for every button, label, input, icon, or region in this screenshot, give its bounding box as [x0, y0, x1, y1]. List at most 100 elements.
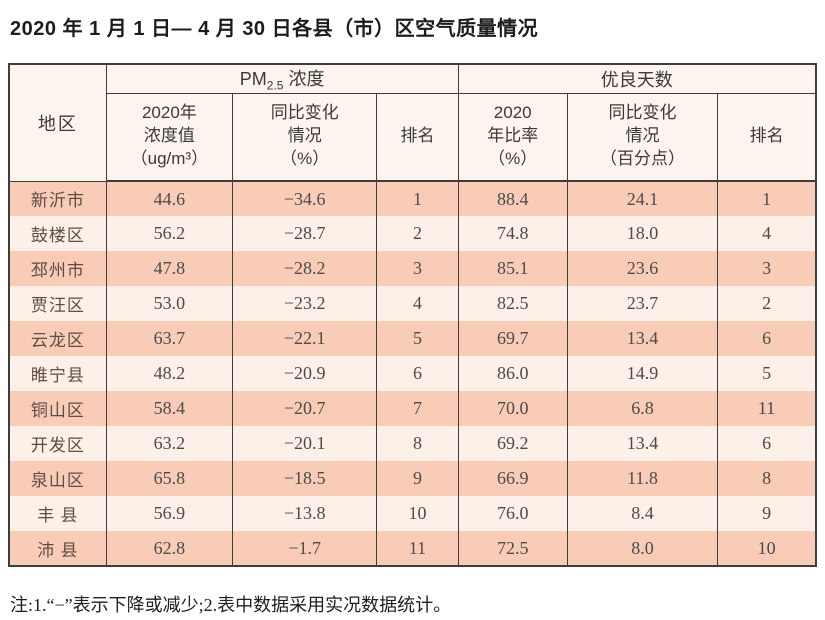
cell-pm-change: −22.1	[232, 321, 378, 357]
header-pm-value: 2020年 浓度值 （ug/m³）	[105, 93, 234, 183]
cell-good-change: 13.4	[566, 426, 719, 462]
cell-pm-change: −20.1	[232, 426, 378, 462]
cell-region: 沛 县	[8, 531, 107, 567]
cell-pm-value: 63.2	[105, 426, 234, 462]
cell-region: 铜山区	[8, 391, 107, 427]
cell-region: 泉山区	[8, 461, 107, 497]
table-row: 泉山区 65.8 −18.5 9 66.9 11.8 8	[8, 461, 817, 497]
cell-good-rank: 4	[717, 216, 817, 252]
cell-region: 睢宁县	[8, 356, 107, 392]
header-group-good-days: 优良天数	[457, 64, 817, 94]
cell-good-rank: 6	[717, 321, 817, 357]
cell-good-rank: 2	[717, 286, 817, 322]
cell-pm-rank: 11	[376, 531, 459, 567]
cell-good-ratio: 69.7	[457, 321, 568, 357]
cell-pm-rank: 10	[376, 496, 459, 532]
cell-pm-rank: 8	[376, 426, 459, 462]
cell-pm-rank: 7	[376, 391, 459, 427]
cell-region: 贾汪区	[8, 286, 107, 322]
cell-pm-rank: 3	[376, 251, 459, 287]
cell-good-change: 23.7	[566, 286, 719, 322]
header-region: 地区	[8, 64, 107, 182]
table-header: 地区 PM2.5 浓度 优良天数 2020年 浓度值 （ug/m³） 同比变化 …	[8, 64, 817, 183]
cell-good-ratio: 82.5	[457, 286, 568, 322]
cell-good-ratio: 76.0	[457, 496, 568, 532]
cell-good-ratio: 85.1	[457, 251, 568, 287]
table-row: 睢宁县 48.2 −20.9 6 86.0 14.9 5	[8, 356, 817, 392]
pm25-subscript: 2.5	[266, 78, 284, 93]
cell-pm-change: −28.7	[232, 216, 378, 252]
table-row: 贾汪区 53.0 −23.2 4 82.5 23.7 2	[8, 286, 817, 322]
cell-good-change: 18.0	[566, 216, 719, 252]
footnote: 注:1.“−”表示下降或减少;2.表中数据采用实况数据统计。	[10, 595, 452, 616]
cell-good-change: 23.6	[566, 251, 719, 287]
cell-pm-value: 44.6	[105, 181, 234, 217]
cell-pm-value: 62.8	[105, 531, 234, 567]
pm25-suffix: 浓度	[283, 69, 325, 89]
cell-pm-change: −20.9	[232, 356, 378, 392]
cell-region: 鼓楼区	[8, 216, 107, 252]
cell-good-rank: 5	[717, 356, 817, 392]
cell-pm-value: 58.4	[105, 391, 234, 427]
cell-good-change: 24.1	[566, 181, 719, 217]
cell-pm-value: 47.8	[105, 251, 234, 287]
header-pm-rank: 排名	[376, 93, 459, 183]
page-title: 2020 年 1 月 1 日— 4 月 30 日各县（市）区空气质量情况	[10, 18, 539, 40]
cell-good-change: 6.8	[566, 391, 719, 427]
cell-pm-rank: 9	[376, 461, 459, 497]
cell-pm-change: −34.6	[232, 181, 378, 217]
header-good-ratio: 2020 年比率 （%）	[457, 93, 568, 183]
cell-region: 开发区	[8, 426, 107, 462]
cell-region: 新沂市	[8, 181, 107, 217]
cell-pm-rank: 2	[376, 216, 459, 252]
cell-pm-value: 48.2	[105, 356, 234, 392]
cell-pm-change: −1.7	[232, 531, 378, 567]
cell-pm-change: −28.2	[232, 251, 378, 287]
cell-pm-value: 65.8	[105, 461, 234, 497]
cell-pm-value: 63.7	[105, 321, 234, 357]
cell-pm-change: −20.7	[232, 391, 378, 427]
cell-region: 丰 县	[8, 496, 107, 532]
cell-pm-change: −18.5	[232, 461, 378, 497]
cell-good-change: 11.8	[566, 461, 719, 497]
cell-good-ratio: 74.8	[457, 216, 568, 252]
header-sub-row: 2020年 浓度值 （ug/m³） 同比变化 情况 （%） 排名 2020 年比…	[9, 93, 817, 183]
table-row: 鼓楼区 56.2 −28.7 2 74.8 18.0 4	[8, 216, 817, 252]
cell-pm-value: 56.2	[105, 216, 234, 252]
cell-good-ratio: 69.2	[457, 426, 568, 462]
cell-good-ratio: 88.4	[457, 181, 568, 217]
header-good-change: 同比变化 情况 （百分点）	[566, 93, 719, 183]
cell-good-change: 8.0	[566, 531, 719, 567]
cell-good-rank: 11	[717, 391, 817, 427]
air-quality-table: 地区 PM2.5 浓度 优良天数 2020年 浓度值 （ug/m³） 同比变化 …	[8, 63, 817, 568]
cell-pm-rank: 4	[376, 286, 459, 322]
cell-good-rank: 6	[717, 426, 817, 462]
table-row: 开发区 63.2 −20.1 8 69.2 13.4 6	[8, 426, 817, 462]
cell-good-rank: 3	[717, 251, 817, 287]
cell-pm-value: 53.0	[105, 286, 234, 322]
header-group-pm25: PM2.5 浓度	[105, 64, 459, 94]
header-pm-change: 同比变化 情况 （%）	[232, 93, 378, 183]
cell-good-ratio: 86.0	[457, 356, 568, 392]
cell-region: 邳州市	[8, 251, 107, 287]
table-row: 新沂市 44.6 −34.6 1 88.4 24.1 1	[8, 181, 817, 217]
cell-good-rank: 1	[717, 181, 817, 217]
cell-pm-value: 56.9	[105, 496, 234, 532]
table-body: 新沂市 44.6 −34.6 1 88.4 24.1 1 鼓楼区 56.2 −28.7 2 74.8 1…	[8, 181, 817, 567]
header-group-row: 地区 PM2.5 浓度 优良天数	[8, 64, 817, 182]
table-row: 云龙区 63.7 −22.1 5 69.7 13.4 6	[8, 321, 817, 357]
cell-good-rank: 9	[717, 496, 817, 532]
header-good-rank: 排名	[717, 93, 817, 183]
cell-good-change: 13.4	[566, 321, 719, 357]
cell-good-ratio: 70.0	[457, 391, 568, 427]
cell-pm-change: −13.8	[232, 496, 378, 532]
cell-region: 云龙区	[8, 321, 107, 357]
cell-pm-rank: 6	[376, 356, 459, 392]
table-row: 沛 县 62.8 −1.7 11 72.5 8.0 10	[8, 531, 817, 567]
cell-good-change: 14.9	[566, 356, 719, 392]
cell-good-ratio: 72.5	[457, 531, 568, 567]
pm25-prefix: PM	[239, 69, 267, 89]
cell-good-ratio: 66.9	[457, 461, 568, 497]
cell-pm-rank: 1	[376, 181, 459, 217]
